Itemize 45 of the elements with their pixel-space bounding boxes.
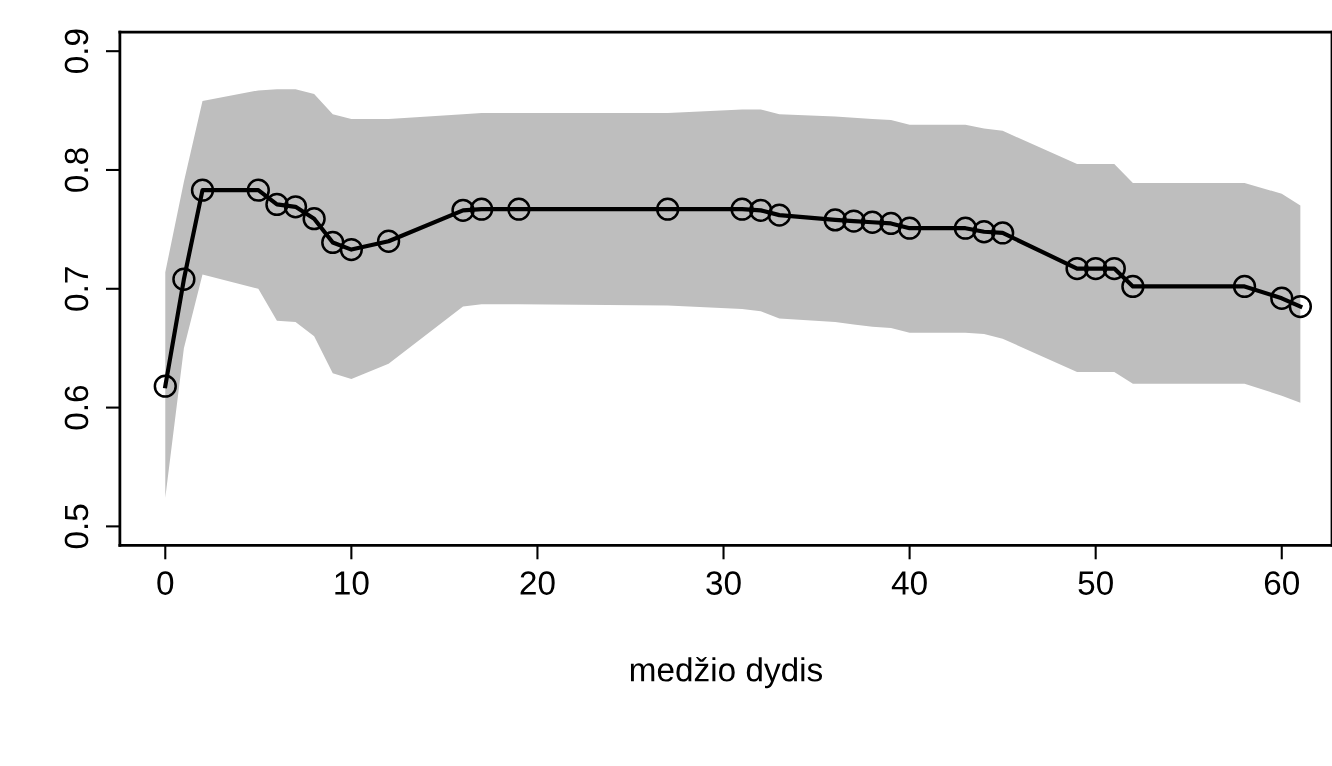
point — [730, 197, 754, 221]
x-tick-label: 60 — [1264, 571, 1299, 595]
x-tick-label: 10 — [335, 571, 369, 595]
point — [767, 203, 792, 227]
point — [246, 178, 270, 202]
point — [1121, 274, 1145, 299]
point — [656, 197, 680, 221]
point — [1288, 294, 1313, 319]
point — [879, 211, 903, 236]
point — [1232, 274, 1257, 299]
point — [321, 230, 345, 255]
point — [1084, 256, 1108, 281]
point — [860, 210, 885, 234]
y-tick-label: 0.5 — [64, 504, 89, 549]
point — [153, 374, 177, 398]
point — [1270, 286, 1294, 310]
y-tick-label: 0.7 — [64, 267, 89, 311]
point — [990, 221, 1015, 245]
point — [842, 209, 866, 233]
point — [1102, 256, 1126, 281]
point — [953, 216, 978, 240]
point — [749, 198, 773, 223]
point — [376, 229, 401, 253]
point — [283, 195, 308, 219]
x-axis-title: medžio dydis — [630, 657, 823, 689]
y-tick-label: 0.6 — [64, 385, 89, 430]
point — [302, 207, 326, 231]
x-tick-label: 30 — [706, 571, 741, 595]
point — [972, 220, 996, 244]
point — [469, 197, 494, 221]
x-tick-label: 50 — [1078, 571, 1113, 595]
point — [451, 198, 475, 223]
point — [823, 208, 847, 232]
point — [1065, 256, 1089, 281]
point — [190, 178, 215, 202]
x-tick-label: 0 — [157, 571, 174, 595]
point — [897, 216, 922, 240]
x-tick-label: 40 — [891, 571, 927, 595]
point — [507, 197, 531, 221]
y-tick-label: 0.8 — [64, 148, 89, 192]
point — [172, 267, 196, 291]
y-tick-label: 0.9 — [64, 29, 89, 74]
x-tick-label: 20 — [520, 571, 555, 595]
point — [265, 192, 289, 217]
point — [339, 237, 364, 262]
